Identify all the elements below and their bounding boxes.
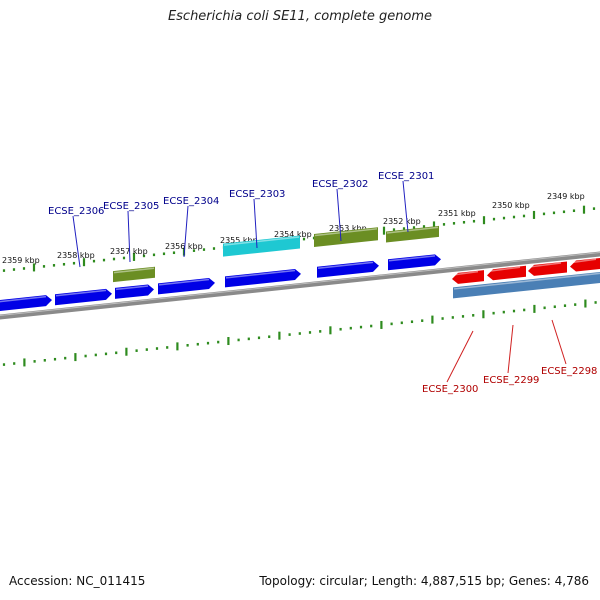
forward-gene-feature-cyan-highlight (223, 236, 300, 246)
gene-leader-line (402, 180, 409, 233)
gene-leader-line (551, 319, 567, 365)
genome-summary: Topology: circular; Length: 4,887,515 bp… (259, 574, 589, 588)
gene-label-reverse: ECSE_2298 (541, 366, 597, 377)
scale-label: 2359 kbp (2, 256, 40, 265)
gene-leader-line (183, 205, 189, 258)
scale-label: 2351 kbp (438, 209, 476, 218)
scale-label: 2349 kbp (547, 192, 585, 201)
forward-cds-arrow-highlight (317, 261, 374, 269)
forward-cds-arrow (115, 284, 154, 299)
gene-label-reverse: ECSE_2300 (422, 384, 478, 395)
gene-leader-line (336, 188, 342, 242)
reverse-cds-arrow-highlight (487, 266, 521, 273)
scale-label: 2355 kbp (220, 236, 258, 245)
gene-label-reverse: ECSE_2299 (483, 375, 539, 386)
scale-label: 2357 kbp (110, 247, 148, 256)
forward-cds-arrow (317, 260, 379, 278)
forward-gene-feature-highlight (113, 267, 155, 274)
forward-gene-feature-highlight (314, 228, 378, 237)
reverse-cds-arrow-highlight (570, 258, 597, 264)
gene-label-forward: ECSE_2301 (378, 171, 434, 182)
gene-leader-line (446, 330, 474, 383)
gene-label-forward: ECSE_2303 (229, 189, 285, 200)
scale-label: 2353 kbp (329, 224, 367, 233)
scale-label: 2356 kbp (165, 242, 203, 251)
reverse-cds-arrow (452, 270, 484, 284)
forward-cds-arrow-highlight (225, 269, 296, 279)
gene-label-forward: ECSE_2304 (163, 196, 219, 207)
gene-label-forward: ECSE_2305 (103, 201, 159, 212)
forward-cds-arrow-highlight (388, 255, 436, 262)
gene-label-forward: ECSE_2302 (312, 179, 368, 190)
forward-cds-arrow (388, 254, 441, 271)
backbone-line (0, 251, 600, 320)
scale-label: 2354 kbp (274, 230, 312, 239)
gene-label-forward: ECSE_2306 (48, 206, 104, 217)
scale-label: 2352 kbp (383, 217, 421, 226)
reverse-cds-arrow (487, 265, 526, 281)
forward-gene-feature (113, 266, 155, 283)
backbone-highlight (0, 251, 600, 317)
reverse-cds-arrow-highlight (452, 270, 479, 276)
forward-gene-feature (386, 225, 439, 243)
reverse-gene-feature-highlight (453, 272, 600, 290)
gene-leader-line (253, 198, 258, 249)
map-title: Escherichia coli SE11, complete genome (167, 9, 433, 24)
forward-cds-arrow-highlight (55, 289, 107, 297)
forward-cds-arrow (0, 295, 52, 311)
reverse-cds-arrow (570, 258, 600, 272)
reverse-cds-arrow (528, 261, 567, 276)
accession-label: Accession: NC_011415 (9, 574, 146, 588)
forward-cds-arrow-highlight (115, 285, 149, 291)
forward-cds-arrow (55, 288, 112, 306)
gene-leader-line (507, 324, 514, 374)
forward-cds-arrow-highlight (158, 278, 210, 286)
reverse-cds-arrow-highlight (528, 262, 562, 268)
forward-gene-feature-cyan (223, 235, 300, 257)
gene-leader-line (72, 215, 81, 268)
forward-gene-feature-highlight (386, 226, 439, 234)
gene-leader-line (127, 210, 131, 263)
forward-cds-arrow-highlight (0, 295, 47, 303)
scale-label: 2358 kbp (57, 251, 95, 260)
forward-gene-feature (314, 227, 378, 248)
scale-label: 2350 kbp (492, 201, 530, 210)
forward-cds-arrow (158, 278, 215, 295)
reverse-gene-feature (453, 272, 600, 299)
forward-cds-arrow (225, 269, 301, 288)
